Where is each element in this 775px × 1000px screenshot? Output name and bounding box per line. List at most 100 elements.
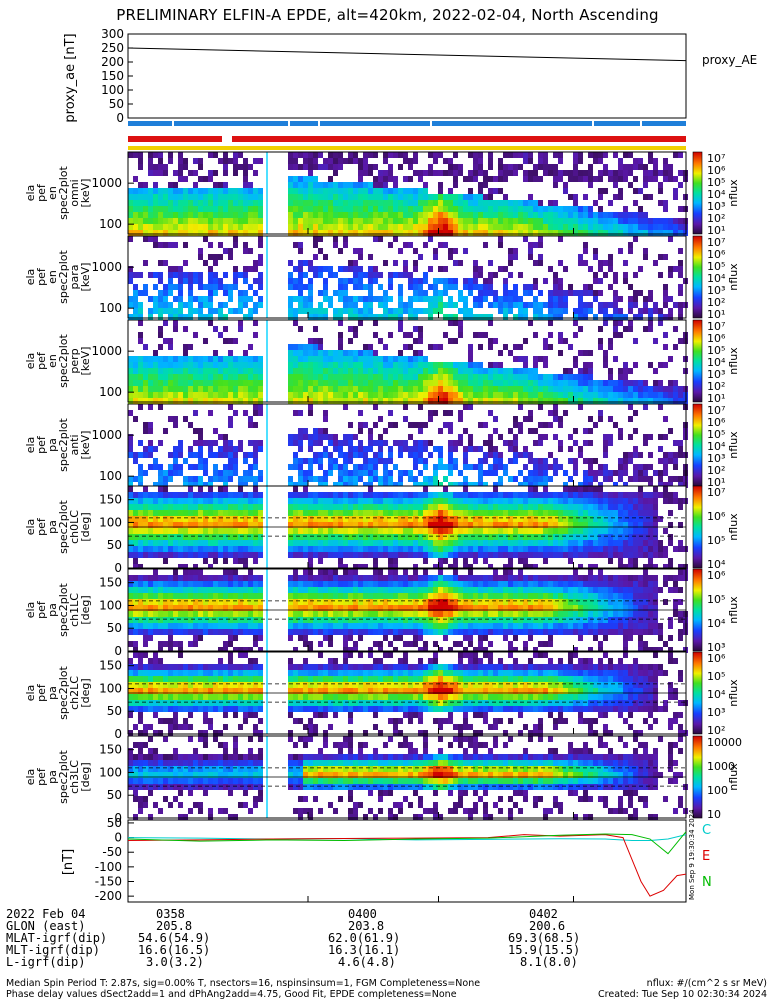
spectrogram-cell xyxy=(593,534,598,540)
spectrogram-cell xyxy=(203,440,208,446)
spectrogram-cell xyxy=(303,152,308,158)
spectrogram-cell xyxy=(193,605,198,611)
spectrogram-cell xyxy=(358,254,363,260)
spectrogram-cell xyxy=(508,272,513,278)
spectrogram-cell xyxy=(293,344,298,350)
spectrogram-cell xyxy=(568,368,573,374)
spectrogram-cell xyxy=(368,476,373,482)
spectrogram-cell xyxy=(628,302,633,308)
spectrogram-cell xyxy=(623,218,628,224)
spectrogram-cell xyxy=(583,522,588,528)
spectrogram-cell xyxy=(548,332,553,338)
spectrogram-cell xyxy=(373,398,378,404)
spectrogram-cell xyxy=(173,308,178,314)
spectrogram-cell xyxy=(408,516,413,522)
spectrogram-cell xyxy=(583,224,588,230)
spectrogram-cell xyxy=(153,510,158,516)
spectrogram-cell xyxy=(533,492,538,498)
spectrogram-cell xyxy=(338,296,343,302)
spectrogram-cell xyxy=(333,170,338,176)
spectrogram-cell xyxy=(143,510,148,516)
spectrogram-cell xyxy=(203,356,208,362)
spectrogram-cell xyxy=(388,278,393,284)
spectrogram-cell xyxy=(383,158,388,164)
spectrogram-cell xyxy=(408,332,413,338)
spectrogram-cell xyxy=(628,308,633,314)
spectrogram-cell xyxy=(343,206,348,212)
spectrogram-cell xyxy=(153,188,158,194)
spectrogram-cell xyxy=(178,522,183,528)
spectrogram-cell xyxy=(418,528,423,534)
spectrogram-cell xyxy=(293,224,298,230)
spectrogram-cell xyxy=(543,558,548,564)
spectrogram-cell xyxy=(663,224,668,230)
spectrogram-cell xyxy=(608,552,613,558)
spectrogram-cell xyxy=(128,482,133,488)
spectrogram-cell xyxy=(458,410,463,416)
spectrogram-cell xyxy=(668,482,673,488)
spectrogram-cell xyxy=(453,200,458,206)
spectrogram-cell xyxy=(398,492,403,498)
spectrogram-cell xyxy=(603,362,608,368)
spectrogram-cell xyxy=(598,230,603,236)
spectrogram-ylabel: en xyxy=(46,186,59,200)
spectrogram-cell xyxy=(378,534,383,540)
spectrogram-cell xyxy=(618,558,623,564)
spectrogram-cell xyxy=(208,320,213,326)
spectrogram-cell xyxy=(598,188,603,194)
spectrogram-cell xyxy=(543,356,548,362)
spectrogram-cell xyxy=(378,296,383,302)
spectrogram-cell xyxy=(348,350,353,356)
spectrogram-cell xyxy=(303,200,308,206)
spectrogram-cell xyxy=(403,552,408,558)
spectrogram-cell xyxy=(443,266,448,272)
spectrogram-cell xyxy=(493,386,498,392)
spectrogram-cell xyxy=(363,482,368,488)
spectrogram-cell xyxy=(613,230,618,236)
spectrogram-cell xyxy=(348,498,353,504)
spectrogram-cell xyxy=(193,617,198,623)
spectrogram-cell xyxy=(393,200,398,206)
spectrogram-cell xyxy=(623,564,628,570)
spectrogram-cell xyxy=(198,254,203,260)
spectrogram-cell xyxy=(653,534,658,540)
spectrogram-cell xyxy=(133,593,138,599)
spectrogram-cell xyxy=(148,152,153,158)
spectrogram-cell xyxy=(253,446,258,452)
spectrogram-cell xyxy=(588,368,593,374)
spectrogram-cell xyxy=(468,446,473,452)
spectrogram-cell xyxy=(338,504,343,510)
spectrogram-cell xyxy=(163,470,168,476)
spectrogram-cell xyxy=(183,611,188,617)
spectrogram-cell xyxy=(223,356,228,362)
spectrogram-cell xyxy=(183,326,188,332)
spectrogram-cell xyxy=(548,476,553,482)
spectrogram-cell xyxy=(568,504,573,510)
spectrogram-cell xyxy=(618,428,623,434)
spectrogram-cell xyxy=(163,552,168,558)
spectrogram-cell xyxy=(193,635,198,641)
spectrogram-cell xyxy=(253,552,258,558)
spectrogram-cell xyxy=(633,470,638,476)
spectrogram-cell xyxy=(503,302,508,308)
spectrogram-cell xyxy=(193,158,198,164)
spectrogram-cell xyxy=(438,452,443,458)
spectrogram-cell xyxy=(178,516,183,522)
spectrogram-cell xyxy=(483,422,488,428)
spectrogram-cell xyxy=(228,290,233,296)
spectrogram-cell xyxy=(198,278,203,284)
spectrogram-cell xyxy=(408,242,413,248)
spectrogram-cell xyxy=(343,470,348,476)
spectrogram-cell xyxy=(188,398,193,404)
spectrogram-cell xyxy=(133,200,138,206)
spectrogram-cell xyxy=(578,446,583,452)
spectrogram-cell xyxy=(168,516,173,522)
spectrogram-cell xyxy=(313,338,318,344)
spectrogram-cell xyxy=(473,482,478,488)
spectrogram-cell xyxy=(188,188,193,194)
spectrogram-cell xyxy=(383,218,388,224)
spectrogram-cell xyxy=(358,470,363,476)
spectrogram-cell xyxy=(423,446,428,452)
spectrogram-cell xyxy=(533,362,538,368)
spectrogram-cell xyxy=(383,182,388,188)
